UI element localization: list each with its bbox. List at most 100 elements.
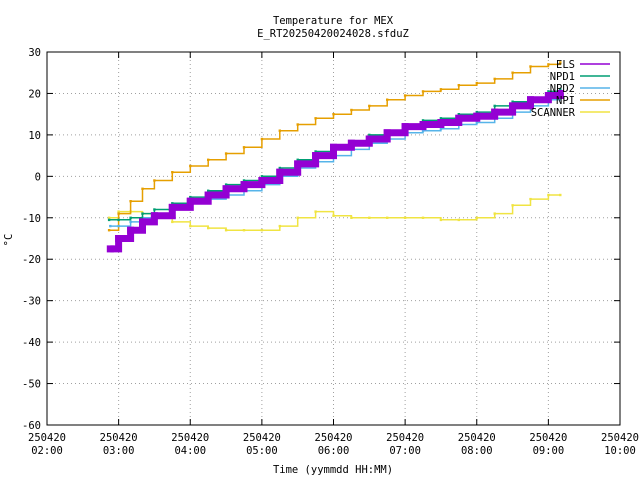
data-point-scanner <box>314 210 317 213</box>
data-point-npd1 <box>117 218 120 222</box>
data-point-npd1 <box>475 110 478 114</box>
data-point-npi <box>153 179 156 182</box>
legend-label-scanner: SCANNER <box>531 107 576 119</box>
y-tick-label: -30 <box>22 296 41 308</box>
x-tick-date: 250420 <box>171 432 209 444</box>
x-axis-label: Time (yymmdd HH:MM) <box>273 464 393 476</box>
x-tick-date: 250420 <box>100 432 138 444</box>
data-point-els <box>527 96 534 104</box>
data-point-els <box>186 197 194 205</box>
data-point-els <box>276 168 284 176</box>
y-tick-label: 0 <box>35 171 41 183</box>
data-point-scanner <box>457 218 460 222</box>
legend-label-npd1: NPD1 <box>550 71 575 83</box>
x-tick-date: 250420 <box>243 432 281 444</box>
data-point-scanner <box>386 216 389 219</box>
data-point-els <box>168 203 176 211</box>
data-point-els <box>437 119 445 126</box>
data-point-npi <box>457 84 460 87</box>
x-tick-date: 250420 <box>458 432 496 444</box>
data-point-scanner <box>171 220 174 224</box>
y-axis: -60 -50 -40 -30 -20 -10 0 10 20 30 <box>22 47 620 432</box>
data-point-npi <box>278 129 281 132</box>
data-point-npd1 <box>296 158 299 161</box>
data-point-npd1 <box>457 113 460 116</box>
x-tick-time: 02:00 <box>31 445 63 457</box>
data-point-els <box>222 185 230 193</box>
data-point-npi <box>242 146 246 149</box>
data-point-scanner <box>403 216 407 219</box>
data-point-npd2 <box>475 121 478 124</box>
data-point-scanner <box>350 216 353 219</box>
data-point-npd1 <box>368 133 371 137</box>
data-point-npi <box>475 81 478 85</box>
chart-subtitle: E_RT20250420024028.sfduZ <box>257 28 409 40</box>
x-tick-time: 03:00 <box>103 445 135 457</box>
data-point-els <box>312 152 320 160</box>
data-point-npi <box>350 108 353 112</box>
data-point-npd1 <box>493 104 496 108</box>
x-tick-time: 10:00 <box>604 445 636 457</box>
y-tick-label: 20 <box>28 88 41 100</box>
data-point-els <box>240 181 248 189</box>
data-point-scanner <box>529 197 532 201</box>
data-point-npi <box>403 94 407 97</box>
data-point-scanner <box>224 229 228 232</box>
data-point-els <box>365 135 373 143</box>
data-point-npd1 <box>207 189 210 192</box>
data-point-els <box>347 139 355 147</box>
data-point-scanner <box>511 204 514 207</box>
data-point-scanner <box>278 224 281 228</box>
data-point-scanner <box>368 216 371 219</box>
data-point-npi <box>493 77 496 81</box>
series-line-els <box>110 92 564 253</box>
data-point-els <box>383 129 391 137</box>
x-tick-date: 250420 <box>529 432 567 444</box>
data-point-els <box>139 218 146 226</box>
data-point-npd1 <box>107 218 111 222</box>
data-point-npd1 <box>189 195 192 199</box>
data-point-npd1 <box>224 183 228 186</box>
x-tick-time: 04:00 <box>174 445 206 457</box>
data-point-npd1 <box>511 100 514 103</box>
data-point-els <box>473 112 481 120</box>
data-point-npi <box>386 98 389 101</box>
series-layer <box>106 61 564 253</box>
data-point-npd1 <box>141 212 144 215</box>
data-point-els <box>204 191 212 199</box>
data-point-npd2 <box>109 224 112 228</box>
data-point-npi <box>421 90 425 93</box>
x-tick-date: 250420 <box>28 432 66 444</box>
data-point-npd1 <box>314 150 317 153</box>
data-point-npi <box>171 171 174 174</box>
data-point-npi <box>260 137 264 141</box>
data-point-els <box>150 212 158 220</box>
data-point-npi <box>439 88 443 91</box>
data-point-scanner <box>117 210 120 213</box>
series-line-npi <box>109 62 562 231</box>
data-point-npi <box>296 123 299 126</box>
data-point-npd1 <box>129 216 132 219</box>
data-point-npd1 <box>171 202 174 205</box>
data-point-npi <box>224 152 228 155</box>
data-point-npi <box>117 212 120 215</box>
data-point-npi <box>207 158 210 161</box>
data-point-els <box>115 235 123 242</box>
data-point-npi <box>314 117 317 120</box>
x-tick-date: 250420 <box>601 432 639 444</box>
legend-label-els: ELS <box>556 59 575 71</box>
data-point-els <box>556 89 564 97</box>
data-point-els <box>491 108 499 116</box>
data-point-scanner <box>332 214 335 217</box>
x-tick-time: 05:00 <box>246 445 278 457</box>
data-point-npd1 <box>439 117 443 120</box>
data-point-scanner <box>475 216 478 219</box>
y-tick-label: -50 <box>22 379 41 391</box>
data-point-els <box>544 92 552 99</box>
data-point-npd1 <box>547 90 550 93</box>
data-point-els <box>509 102 517 110</box>
chart-title: Temperature for MEX <box>273 15 394 27</box>
